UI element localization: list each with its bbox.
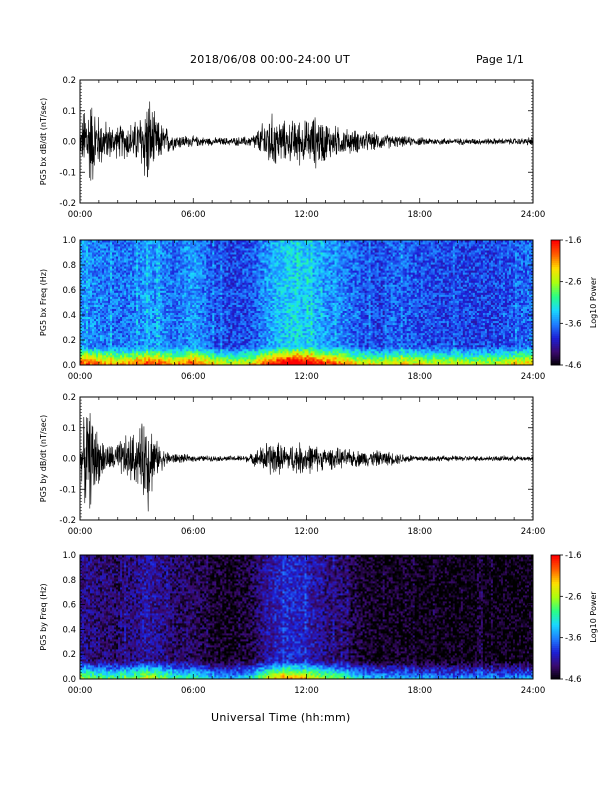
panel-3-xtick-label: 12:00 [294, 527, 319, 537]
panel-4-xtick-label: 00:00 [68, 686, 93, 696]
panel-3-ytick-label: 0.0 [62, 455, 76, 465]
panel-2-ytick-label: 0.0 [62, 361, 76, 371]
panel-3-ylabel: PG5 by dB/dt (nT/sec) [39, 415, 48, 502]
panel-1-ylabel: PG5 bx dB/dt (nT/sec) [39, 98, 48, 185]
panel-2-ytick-label: 0.4 [62, 311, 76, 321]
panel-1-ytick-label: -0.1 [59, 168, 76, 178]
panel-4-ytick-label: 0.8 [62, 576, 76, 586]
panel-2-colorbar-tick: -1.6 [565, 236, 582, 246]
panel-3-ytick-label: 0.2 [62, 393, 76, 403]
panel-1-axes: 00:00 06:00 12:00 18:00 24:00 -0.2 -0.1 0.0 0.1 0… [39, 76, 545, 220]
panel-1-ytick-label: -0.2 [59, 199, 76, 209]
panel-2-xtick-label: 06:00 [181, 372, 206, 382]
panel-2-colorbar-tick: -2.6 [565, 278, 582, 288]
panel-4-ytick-label: 0.4 [62, 625, 76, 635]
panel-2-ytick-label: 0.8 [62, 261, 76, 271]
panel-2-colorbar-tick: -3.6 [565, 319, 582, 329]
panel-3-xtick-label: 18:00 [408, 527, 433, 537]
panel-2-colorbar: -1.6 -2.6 -3.6 -4.6 Log10 Power [551, 236, 598, 371]
panel-4-colorbar-tick: -3.6 [565, 634, 582, 644]
panel-2-ytick-label: 0.6 [62, 286, 76, 296]
panel-3-ytick-label: -0.2 [59, 516, 76, 526]
panel-2-ytick-label: 0.2 [62, 336, 76, 346]
panel-2-xtick-label: 00:00 [68, 372, 93, 382]
panel-3-ytick-label: 0.1 [62, 424, 76, 434]
panel-4-ytick-label: 0.6 [62, 601, 76, 611]
panel-2-xtick-label: 18:00 [408, 372, 433, 382]
panel-4-spectrogram [80, 555, 533, 679]
panel-2-colorbar-label: Log10 Power [589, 276, 598, 328]
panel-1-xtick-label: 18:00 [408, 210, 433, 220]
panel-4-colorbar-tick: -2.6 [565, 592, 582, 602]
panel-2-xtick-label: 12:00 [294, 372, 319, 382]
panel-2-spectrogram [80, 240, 533, 365]
panel-3-xtick-label: 00:00 [68, 527, 93, 537]
panel-1-xtick-label: 06:00 [181, 210, 206, 220]
x-axis-label: Universal Time (hh:mm) [211, 711, 351, 724]
panel-2-colorbar-tick: -4.6 [565, 361, 582, 371]
panel-4-xtick-label: 06:00 [181, 686, 206, 696]
panel-1-ytick-label: 0.1 [62, 107, 76, 117]
panel-4-ytick-label: 0.0 [62, 675, 76, 685]
panel-2-ytick-label: 1.0 [62, 236, 76, 246]
panel-3-xtick-label: 06:00 [181, 527, 206, 537]
panel-3-xtick-label: 24:00 [521, 527, 546, 537]
panel-1-xtick-label: 24:00 [521, 210, 546, 220]
panel-1-trace [80, 102, 533, 181]
panel-4-ytick-label: 1.0 [62, 551, 76, 561]
panel-4-ylabel: PG5 by Freq (Hz) [39, 583, 48, 650]
panel-2-xtick-label: 24:00 [521, 372, 546, 382]
panel-3-ytick-label: -0.1 [59, 485, 76, 495]
magnetometer-figure: 00:00 06:00 12:00 18:00 24:00 -0.2 -0.1 0.0 0.1 0… [0, 0, 612, 792]
panel-4-xtick-label: 18:00 [408, 686, 433, 696]
panel-4-ytick-label: 0.2 [62, 650, 76, 660]
panel-1-ytick-label: 0.2 [62, 76, 76, 86]
panel-3-trace [80, 413, 533, 511]
panel-4-xtick-label: 24:00 [521, 686, 546, 696]
panel-4-xtick-label: 12:00 [294, 686, 319, 696]
panel-1-ytick-label: 0.0 [62, 138, 76, 148]
panel-4-colorbar-tick: -4.6 [565, 675, 582, 685]
panel-1-xtick-label: 12:00 [294, 210, 319, 220]
panel-4-colorbar: -1.6 -2.6 -3.6 -4.6 Log10 Power [551, 551, 598, 685]
panel-2-ylabel: PG5 bx Freq (Hz) [39, 269, 48, 336]
panel-4-colorbar-label: Log10 Power [589, 591, 598, 643]
panel-1-xtick-label: 00:00 [68, 210, 93, 220]
panel-4-colorbar-tick: -1.6 [565, 551, 582, 561]
